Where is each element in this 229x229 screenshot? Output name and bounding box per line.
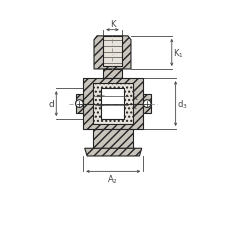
Bar (103, 70, 121, 79)
Circle shape (75, 100, 83, 108)
Polygon shape (94, 37, 130, 70)
Text: B$_1$: B$_1$ (129, 90, 139, 103)
Bar (83, 104, 143, 129)
Text: A$_2$: A$_2$ (106, 173, 117, 185)
Bar (101, 89, 123, 120)
Bar (103, 37, 121, 67)
Text: K: K (109, 20, 115, 29)
Bar (93, 129, 133, 149)
Text: d$_3$: d$_3$ (176, 98, 187, 110)
Text: S$_1$: S$_1$ (129, 99, 139, 112)
Circle shape (143, 100, 150, 108)
Text: d: d (49, 100, 55, 109)
Bar (143, 95, 150, 113)
Bar (75, 95, 83, 113)
Text: K$_1$: K$_1$ (173, 47, 183, 59)
Polygon shape (85, 149, 141, 156)
Bar (93, 83, 133, 125)
Bar (83, 79, 143, 104)
